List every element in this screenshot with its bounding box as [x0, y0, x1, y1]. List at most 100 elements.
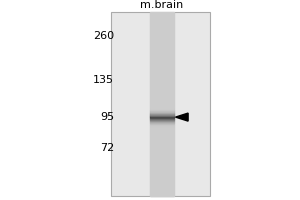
Bar: [150, 97, 174, 98]
Bar: [150, 17, 174, 18]
Bar: [150, 136, 174, 137]
Bar: [150, 21, 174, 22]
Bar: [150, 140, 174, 141]
Bar: [150, 55, 174, 56]
Bar: [150, 96, 174, 97]
Bar: [150, 163, 174, 164]
Bar: [150, 79, 174, 80]
Bar: [150, 65, 174, 66]
Bar: [150, 167, 174, 168]
Bar: [150, 134, 174, 135]
Bar: [150, 53, 174, 54]
Bar: [150, 175, 174, 176]
Bar: [150, 85, 174, 86]
Bar: [150, 16, 174, 17]
Bar: [150, 184, 174, 185]
Bar: [150, 26, 174, 27]
Bar: [150, 64, 174, 65]
Bar: [150, 173, 174, 174]
Bar: [150, 114, 174, 115]
Bar: [150, 186, 174, 187]
Bar: [150, 76, 174, 77]
Bar: [150, 110, 174, 111]
Bar: [150, 121, 174, 122]
Bar: [150, 23, 174, 24]
Bar: [150, 126, 174, 127]
Bar: [150, 29, 174, 30]
Bar: [150, 153, 174, 154]
Bar: [150, 115, 174, 116]
Bar: [150, 158, 174, 159]
Bar: [150, 176, 174, 177]
Bar: [150, 99, 174, 100]
Bar: [150, 46, 174, 47]
Bar: [150, 133, 174, 134]
Bar: [150, 124, 174, 125]
Bar: [150, 188, 174, 189]
Bar: [150, 161, 174, 162]
Bar: [150, 106, 174, 107]
Text: m.brain: m.brain: [140, 0, 184, 10]
Bar: [150, 77, 174, 78]
Bar: [150, 128, 174, 129]
Bar: [150, 59, 174, 60]
Bar: [150, 41, 174, 42]
Text: 260: 260: [93, 31, 114, 41]
Bar: [150, 66, 174, 67]
Bar: [150, 84, 174, 85]
Bar: [150, 150, 174, 151]
Bar: [150, 38, 174, 39]
Bar: [150, 45, 174, 46]
Bar: [150, 36, 174, 37]
Bar: [150, 73, 174, 74]
Bar: [150, 75, 174, 76]
Bar: [150, 39, 174, 40]
Bar: [150, 33, 174, 34]
Bar: [150, 130, 174, 131]
Bar: [150, 31, 174, 32]
Bar: [150, 159, 174, 160]
Bar: [150, 119, 174, 120]
Bar: [150, 28, 174, 29]
Bar: [150, 174, 174, 175]
Bar: [150, 111, 174, 112]
Bar: [150, 183, 174, 184]
Bar: [150, 103, 174, 104]
Text: 135: 135: [93, 75, 114, 85]
Bar: [150, 170, 174, 171]
Bar: [150, 164, 174, 165]
Bar: [150, 58, 174, 59]
Bar: [150, 71, 174, 72]
Bar: [150, 20, 174, 21]
Bar: [150, 44, 174, 45]
Bar: [150, 80, 174, 81]
Bar: [150, 12, 174, 13]
Bar: [150, 100, 174, 101]
Bar: [150, 43, 174, 44]
Bar: [150, 87, 174, 88]
Bar: [150, 61, 174, 62]
Bar: [150, 13, 174, 14]
Bar: [150, 19, 174, 20]
Bar: [150, 98, 174, 99]
Bar: [150, 89, 174, 90]
Bar: [150, 156, 174, 157]
Bar: [150, 104, 174, 105]
Bar: [150, 82, 174, 83]
Bar: [150, 117, 174, 118]
Bar: [150, 179, 174, 180]
Bar: [150, 102, 174, 103]
Bar: [150, 118, 174, 119]
Bar: [150, 189, 174, 190]
Bar: [150, 180, 174, 181]
Bar: [150, 95, 174, 96]
Bar: [150, 54, 174, 55]
Bar: [150, 62, 174, 63]
Bar: [150, 14, 174, 15]
Bar: [150, 60, 174, 61]
Bar: [150, 42, 174, 43]
Bar: [150, 122, 174, 123]
Bar: [150, 78, 174, 79]
Bar: [150, 69, 174, 70]
Bar: [150, 172, 174, 173]
